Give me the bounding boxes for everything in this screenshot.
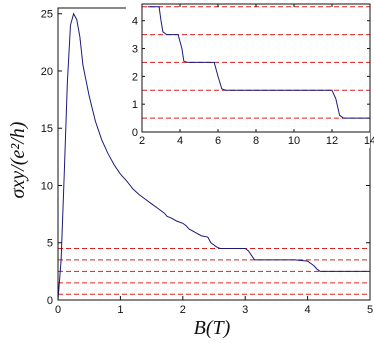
main-series-line xyxy=(57,12,370,301)
main-x-tick-label-5: 5 xyxy=(367,304,373,316)
inset-y-ticks: 0 1 2 3 4 xyxy=(132,16,370,139)
inset-y-tick-label-0: 0 xyxy=(132,127,138,139)
y-axis-title: σxy/(e²/h) xyxy=(7,121,29,198)
inset-x-tick-label-1: 4 xyxy=(177,135,183,147)
main-y-tick-label-2: 10 xyxy=(41,180,53,192)
inset-y-tick-label-1: 1 xyxy=(132,99,138,111)
main-x-tick-label-4: 4 xyxy=(305,304,311,316)
inset-series-line xyxy=(147,6,370,119)
x-axis-title: B(T) xyxy=(194,317,231,339)
inset-y-tick-label-4: 4 xyxy=(132,16,138,28)
inset-x-tick-label-3: 8 xyxy=(253,135,259,147)
inset-x-tick-label-5: 12 xyxy=(326,135,338,147)
inset-x-tick-label-2: 6 xyxy=(215,135,221,147)
inset-x-ticks: 2 4 6 8 10 12 14 xyxy=(139,4,374,147)
main-x-tick-label-3: 3 xyxy=(242,304,248,316)
inset-y-tick-label-2: 2 xyxy=(132,71,138,83)
main-y-tick-label-1: 5 xyxy=(47,238,53,250)
inset-x-tick-label-6: 14 xyxy=(364,135,374,147)
main-reference-lines xyxy=(58,247,370,295)
inset-x-tick-label-0: 2 xyxy=(139,135,145,147)
main-y-tick-label-0: 0 xyxy=(47,295,53,307)
main-y-tick-label-5: 25 xyxy=(41,9,53,21)
main-x-tick-label-2: 2 xyxy=(180,304,186,316)
inset-x-tick-label-4: 10 xyxy=(288,135,300,147)
inset-y-tick-label-3: 3 xyxy=(132,44,138,56)
main-x-ticks: 0 1 2 3 4 5 xyxy=(55,296,373,316)
main-y-tick-label-3: 15 xyxy=(41,123,53,135)
main-x-tick-label-1: 1 xyxy=(117,304,123,316)
main-y-tick-label-4: 20 xyxy=(41,66,53,78)
inset-background xyxy=(126,4,370,148)
main-x-tick-label-0: 0 xyxy=(55,304,61,316)
